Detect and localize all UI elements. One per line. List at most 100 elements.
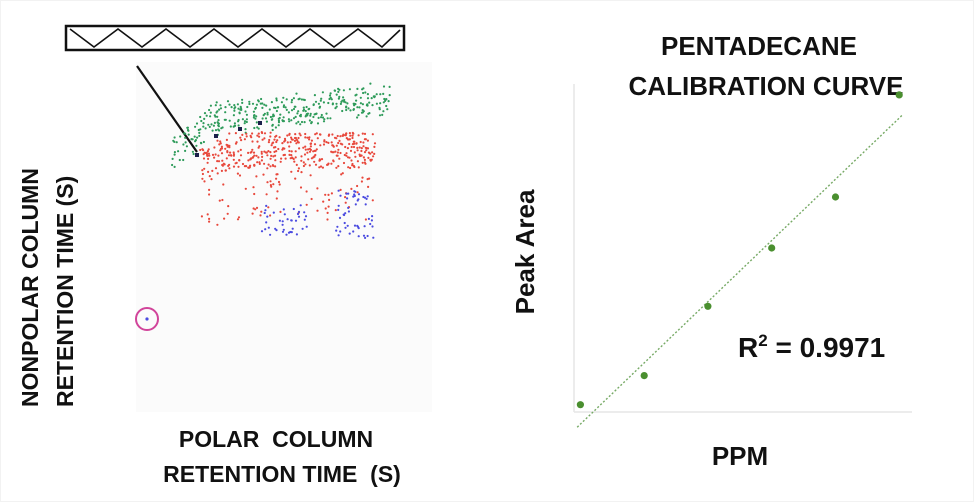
green-spot: [382, 101, 385, 104]
blue-spot: [272, 211, 275, 214]
red-spot: [332, 145, 335, 148]
red-spot: [363, 138, 366, 141]
red-spot: [371, 133, 374, 136]
green-spot: [310, 122, 313, 125]
red-spot: [214, 167, 218, 170]
red-spot: [232, 151, 235, 154]
red-spot: [216, 160, 219, 163]
blue-spot: [366, 195, 369, 198]
blue-spot: [281, 220, 284, 223]
green-spot: [314, 100, 318, 103]
red-spot: [318, 166, 321, 169]
red-spot: [347, 138, 350, 141]
red-spot: [216, 172, 219, 175]
green-spot: [294, 115, 297, 118]
green-spot: [213, 121, 216, 124]
red-spot: [251, 132, 254, 135]
blue-spot: [297, 210, 301, 213]
green-spot: [219, 107, 223, 110]
green-spot: [261, 117, 264, 120]
red-spot: [336, 151, 339, 154]
green-spot: [346, 102, 349, 105]
green-spot: [217, 128, 220, 131]
red-spot: [275, 134, 278, 137]
red-spot: [211, 169, 214, 172]
red-spot: [275, 140, 278, 144]
green-spot: [388, 94, 391, 97]
red-spot: [199, 148, 202, 152]
red-spot: [290, 170, 293, 173]
red-spot: [351, 136, 354, 140]
green-spot: [268, 108, 271, 111]
red-spot: [348, 142, 351, 146]
green-spot: [321, 116, 325, 119]
red-spot: [363, 151, 367, 154]
highlight-peak-1: [195, 153, 199, 157]
green-spot: [290, 119, 293, 122]
red-spot: [365, 147, 368, 150]
red-spot: [304, 132, 307, 136]
red-spot: [290, 154, 293, 157]
green-spot: [382, 85, 386, 88]
green-spot: [226, 100, 230, 103]
red-spot: [310, 197, 313, 201]
chromatogram-ylabel-line-2: RETENTION TIME (S): [52, 176, 78, 407]
green-spot: [224, 106, 227, 109]
red-spot: [334, 209, 337, 212]
red-spot: [257, 146, 260, 149]
green-spot: [292, 107, 296, 111]
red-spot: [304, 145, 307, 148]
green-spot: [244, 110, 247, 113]
green-spot: [255, 115, 258, 118]
red-spot: [208, 220, 211, 223]
red-spot: [269, 180, 272, 183]
green-spot: [328, 94, 332, 97]
red-spot: [357, 134, 360, 137]
red-spot: [272, 146, 276, 149]
blue-spot: [289, 230, 292, 234]
green-spot: [264, 117, 268, 120]
red-spot: [201, 177, 204, 180]
red-spot: [208, 193, 211, 196]
green-spot: [319, 99, 322, 102]
red-spot: [323, 139, 326, 142]
green-spot: [329, 92, 332, 95]
green-spot: [288, 120, 291, 123]
green-spot: [244, 128, 247, 131]
blue-spot: [337, 208, 340, 211]
blue-spot: [364, 236, 367, 239]
blue-spot: [345, 192, 348, 195]
red-spot: [296, 139, 299, 142]
red-spot: [373, 142, 377, 145]
red-spot: [325, 141, 328, 144]
red-spot: [356, 184, 359, 188]
blue-spot: [347, 192, 350, 195]
green-spot: [198, 134, 201, 137]
green-spot: [300, 98, 303, 101]
green-spot: [362, 87, 365, 90]
green-spot: [241, 118, 244, 121]
green-spot: [191, 150, 194, 153]
chromatogram-plot-area: [136, 62, 432, 412]
red-spot: [330, 162, 333, 165]
red-spot: [239, 136, 242, 139]
green-spot: [263, 103, 266, 106]
blue-spot: [347, 206, 350, 209]
green-spot: [233, 109, 236, 112]
red-spot: [363, 132, 367, 135]
green-spot: [232, 114, 235, 117]
red-spot: [307, 158, 310, 161]
green-spot: [240, 108, 243, 111]
red-spot: [274, 159, 277, 162]
green-spot: [171, 163, 174, 167]
green-spot: [248, 100, 251, 103]
red-spot: [335, 154, 338, 157]
green-spot: [271, 115, 274, 118]
red-spot: [206, 213, 209, 216]
red-spot: [217, 154, 220, 157]
green-spot: [358, 106, 361, 109]
green-spot: [378, 114, 382, 117]
green-spot: [279, 113, 282, 116]
red-spot: [338, 157, 341, 160]
highlight-peak-3: [238, 127, 242, 131]
